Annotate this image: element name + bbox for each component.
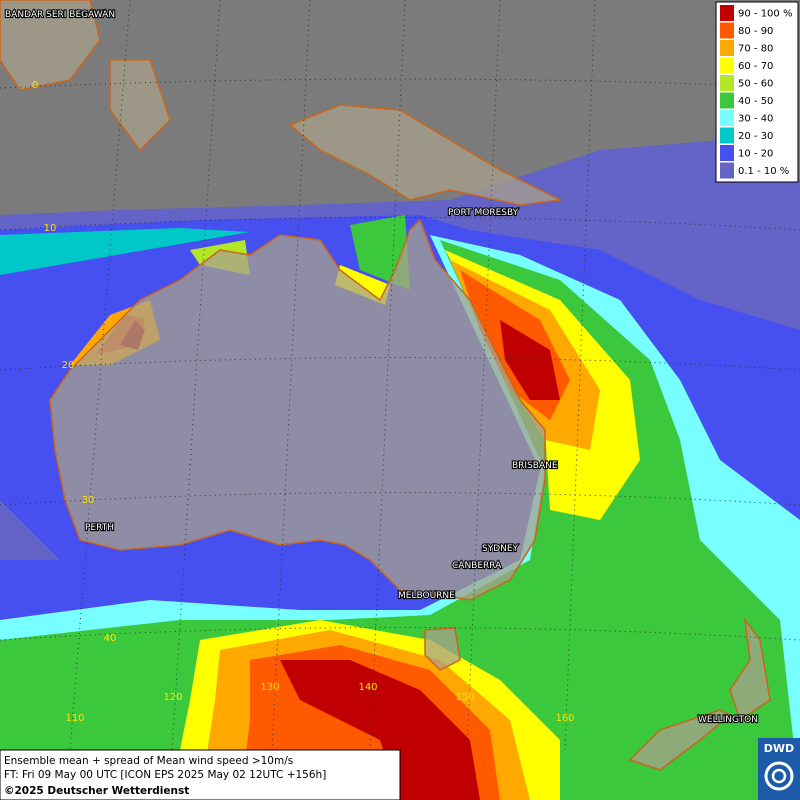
- caption-line: FT: Fri 09 May 00 UTC [ICON EPS 2025 May…: [4, 769, 326, 781]
- legend-swatch: [720, 145, 734, 161]
- legend-swatch: [720, 127, 734, 144]
- legend-swatch: [720, 5, 734, 21]
- latitude-label: 10: [44, 223, 57, 234]
- legend-swatch: [720, 92, 734, 109]
- city-label: BRISBANE: [512, 461, 558, 471]
- caption-line: Ensemble mean + spread of Mean wind spee…: [4, 755, 293, 767]
- caption-line: ©2025 Deutscher Wetterdienst: [4, 785, 189, 797]
- graticule: [0, 0, 800, 751]
- legend-label: 20 - 30: [738, 131, 773, 142]
- longitude-label: 130: [260, 682, 279, 693]
- city-label: PERTH: [85, 523, 114, 533]
- latitude-label: 30: [82, 495, 95, 506]
- logo-text: DWD: [764, 742, 794, 755]
- caption: Ensemble mean + spread of Mean wind spee…: [0, 749, 401, 800]
- longitude-label: 120: [163, 692, 182, 703]
- latitude-label: 20: [62, 360, 75, 371]
- legend-label: 10 - 20: [738, 149, 773, 160]
- legend-swatch: [720, 110, 734, 126]
- logo-icon: [771, 768, 787, 784]
- legend-label: 0.1 - 10 %: [738, 166, 789, 177]
- latitude-label: 40: [104, 633, 117, 644]
- legend-swatch: [720, 40, 734, 56]
- city-label: PORT MORESBY: [448, 208, 519, 218]
- caption-box: [0, 749, 401, 800]
- legend-swatch: [720, 22, 734, 39]
- legend-swatch: [720, 162, 734, 179]
- legend-label: 80 - 90: [738, 26, 773, 37]
- city-label: SYDNEY: [482, 544, 519, 554]
- city-label: MELBOURNE: [398, 591, 455, 601]
- legend-swatch: [720, 57, 734, 74]
- city-label: BANDAR SERI BEGAWAN: [5, 10, 115, 20]
- legend-label: 30 - 40: [738, 114, 773, 125]
- logo-icon: [764, 761, 794, 791]
- longitude-label: 140: [358, 682, 377, 693]
- city-label: WELLINGTON: [698, 715, 758, 725]
- legend-label: 60 - 70: [738, 61, 773, 72]
- grid-labels: 0 10 20 30 40 110 120 130 140 150 160: [32, 80, 575, 724]
- city-labels: BANDAR SERI BEGAWAN PORT MORESBY BRISBAN…: [4, 9, 759, 726]
- longitude-label: 150: [455, 692, 474, 703]
- longitude-label: 160: [555, 713, 574, 724]
- legend-label: 40 - 50: [738, 96, 773, 107]
- city-label: CANBERRA: [452, 561, 502, 571]
- legend-label: 90 - 100 %: [738, 9, 792, 20]
- legend-swatch: [720, 75, 734, 91]
- legend-label: 70 - 80: [738, 44, 773, 55]
- longitude-label: 110: [65, 713, 84, 724]
- legend: 90 - 100 % 80 - 90 70 - 80 60 - 70 50 - 60 40…: [715, 1, 799, 183]
- latitude-label: 0: [32, 80, 38, 91]
- logo: DWD: [758, 738, 800, 800]
- legend-label: 50 - 60: [738, 79, 773, 90]
